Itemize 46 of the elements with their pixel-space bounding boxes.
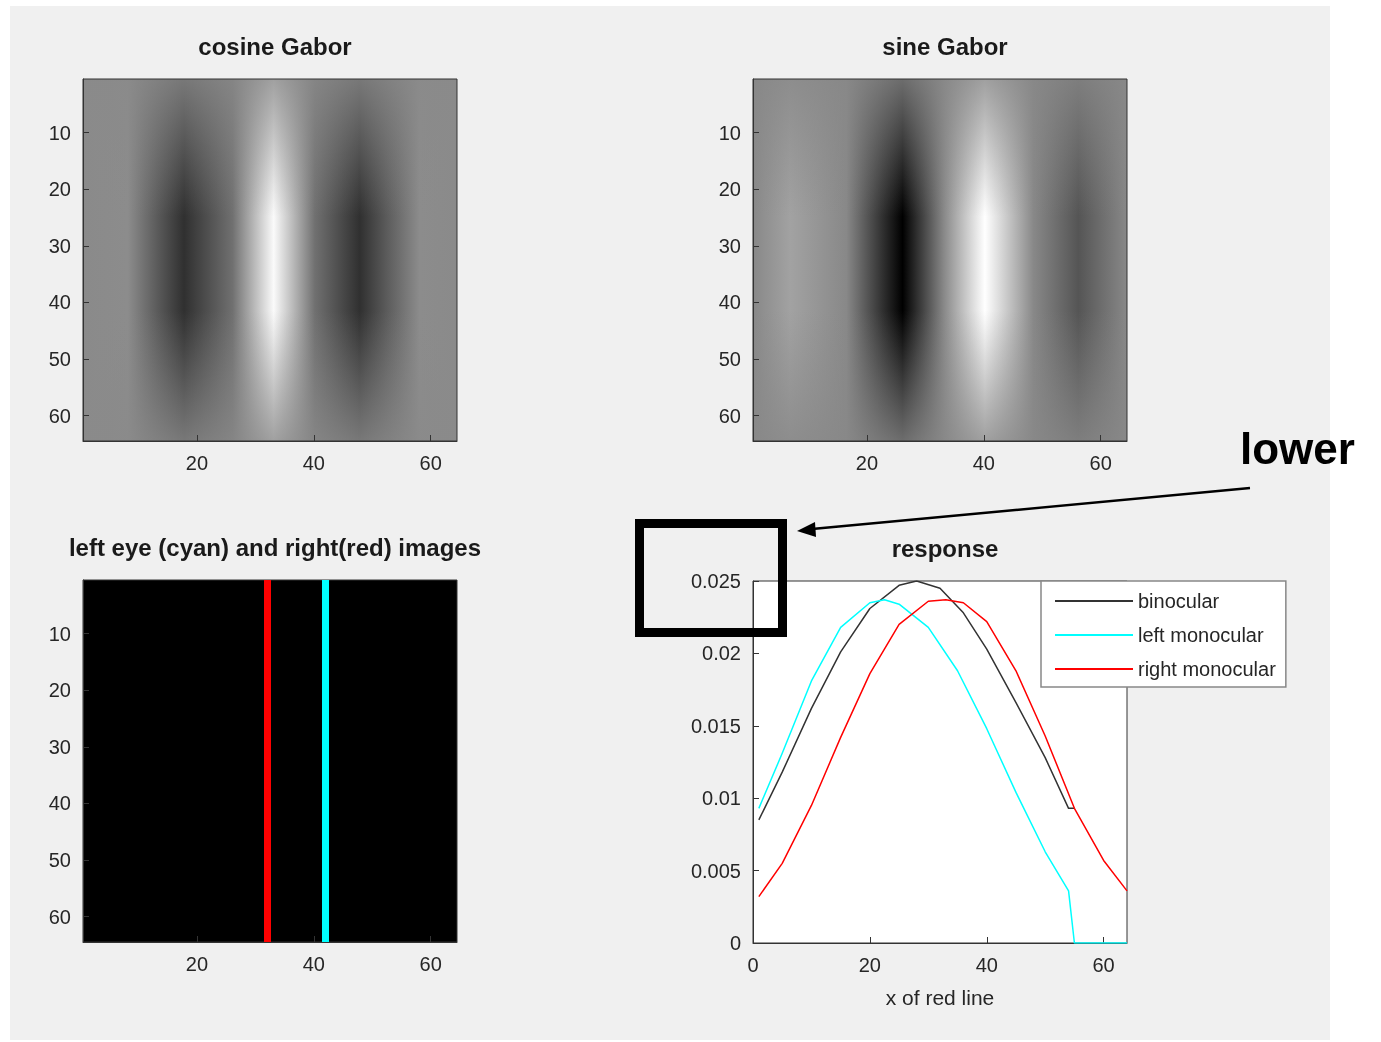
y-tick-label: 20 xyxy=(718,178,741,201)
y-tick-label: 60 xyxy=(48,404,71,427)
y-tick-label: 30 xyxy=(48,234,71,257)
y-tick-label: 40 xyxy=(718,291,741,314)
y-tick-label: 60 xyxy=(718,404,741,427)
chart-title: cosine Gabor xyxy=(198,32,352,60)
x-tick-label: 0 xyxy=(747,954,759,976)
x-tick-label: 60 xyxy=(1089,452,1112,474)
x-tick-label: 40 xyxy=(972,452,995,474)
x-tick-label: 60 xyxy=(1092,954,1115,976)
y-tick-label: 10 xyxy=(48,121,71,144)
legend-label: binocular xyxy=(1138,590,1220,612)
legend-label: left monocular xyxy=(1138,624,1264,646)
y-tick-label: 60 xyxy=(48,905,71,928)
y-tick-label: 50 xyxy=(48,347,71,370)
x-tick-label: 20 xyxy=(855,452,879,474)
y-tick-label: 0.01 xyxy=(702,787,741,810)
y-tick-label: 0.005 xyxy=(690,859,741,882)
chart-title: left eye (cyan) and right(red) images xyxy=(68,533,482,561)
x-tick-label: 20 xyxy=(858,954,881,976)
text: lower xyxy=(1240,424,1355,474)
y-tick-label: 0.02 xyxy=(702,642,741,665)
x-axis-title: x of red line xyxy=(885,986,995,1009)
chart-title: sine Gabor xyxy=(882,32,1008,60)
y-tick-label: 0.015 xyxy=(690,714,741,737)
x-tick-label: 20 xyxy=(185,953,209,975)
x-tick-label: 40 xyxy=(302,452,325,474)
y-tick-label: 50 xyxy=(718,347,741,370)
y-tick-label: 20 xyxy=(48,178,71,201)
y-tick-label: 10 xyxy=(718,121,741,144)
chart-title: response xyxy=(891,534,999,562)
x-tick-label: 20 xyxy=(185,452,209,474)
y-tick-label: 10 xyxy=(48,622,71,645)
x-tick-label: 40 xyxy=(975,954,998,976)
y-tick-label: 20 xyxy=(48,679,71,702)
legend-label: right monocular xyxy=(1138,658,1277,680)
y-tick-label: 50 xyxy=(48,848,71,871)
y-tick-label: 30 xyxy=(718,234,741,257)
x-tick-label: 40 xyxy=(302,953,325,975)
y-tick-label: 40 xyxy=(48,792,71,815)
y-tick-label: 30 xyxy=(48,735,71,758)
x-tick-label: 60 xyxy=(419,452,442,474)
y-tick-label: 0.025 xyxy=(690,570,741,592)
y-tick-label: 40 xyxy=(48,291,71,314)
y-tick-label: 0 xyxy=(729,932,741,954)
x-tick-label: 60 xyxy=(419,953,442,975)
